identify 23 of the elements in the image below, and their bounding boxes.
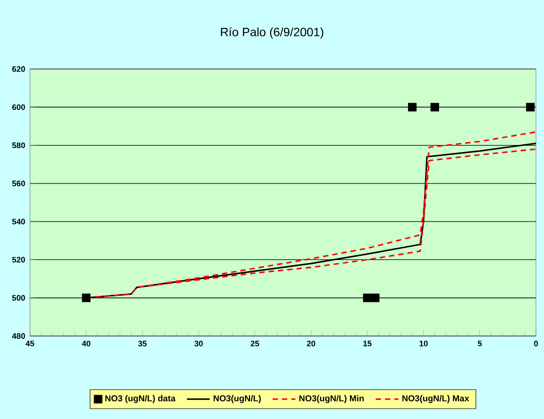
x-tick-label: 35 (138, 340, 147, 346)
y-tick-label: 500 (12, 295, 25, 301)
y-tick-label: 600 (12, 104, 25, 110)
x-tick-label: 0 (534, 340, 538, 346)
y-tick-label: 560 (12, 180, 25, 186)
x-tick-label: 40 (82, 340, 90, 346)
x-tick-label: 5 (478, 340, 482, 346)
chart-title: Río Palo (6/9/2001) (220, 27, 324, 39)
y-tick-label: 520 (12, 256, 25, 263)
y-tick-label: 480 (12, 333, 25, 339)
y-tick-label: 620 (12, 66, 25, 72)
legend-label: NO3(ugN/L) (214, 395, 261, 404)
legend-label: NO3 (ugN/L) data (105, 395, 176, 404)
x-tick-label: 45 (26, 340, 34, 346)
y-tick-label: 540 (12, 218, 25, 224)
x-tick-label: 25 (250, 340, 260, 346)
x-tick-label: 15 (363, 340, 372, 346)
x-tick-label: 10 (420, 340, 428, 346)
legend-label: NO3(ugN/L) Min (299, 395, 364, 404)
x-tick-label: 20 (306, 340, 316, 346)
legend-label: NO3(ugN/L) Max (402, 395, 470, 404)
x-tick-label: 30 (194, 340, 203, 346)
y-tick-label: 580 (12, 142, 25, 148)
